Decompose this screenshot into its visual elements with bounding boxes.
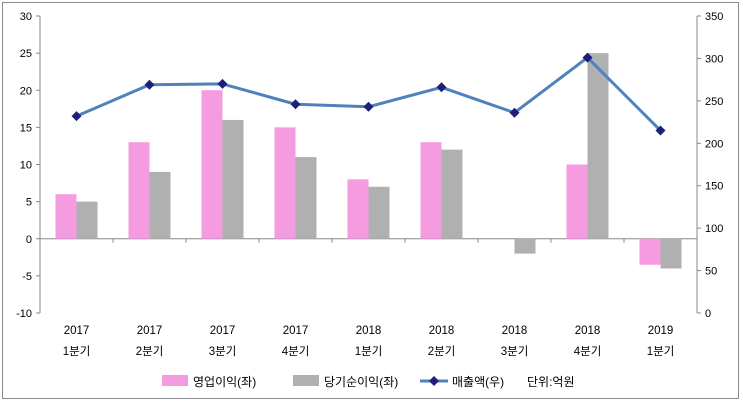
operating-profit-bar: [55, 194, 77, 239]
left-axis-tick-label: 25: [20, 48, 32, 60]
right-axis-tick-label: 300: [705, 53, 723, 65]
net-income-bar: [441, 149, 463, 239]
category-year-label: 2017: [137, 325, 163, 337]
legend-operating-profit-label: 영업이익(좌): [193, 375, 256, 389]
revenue-marker: [290, 99, 301, 110]
operating-profit-bar: [566, 164, 588, 239]
legend-revenue-label: 매출액(우): [452, 375, 504, 389]
operating-profit-bar: [420, 142, 442, 239]
revenue-marker: [363, 101, 374, 112]
right-axis-tick-label: 250: [705, 96, 723, 108]
category-year-label: 2017: [283, 325, 309, 337]
right-axis-tick-label: 200: [705, 138, 723, 150]
operating-profit-bar: [347, 179, 369, 239]
revenue-marker: [582, 52, 593, 63]
left-axis-tick-label: 10: [20, 160, 32, 172]
category-year-label: 2019: [648, 325, 674, 337]
category-year-label: 2017: [210, 325, 236, 337]
category-quarter-label: 2분기: [136, 345, 164, 358]
legend-net-income-swatch: [293, 375, 319, 386]
category-quarter-label: 3분기: [209, 345, 237, 358]
category-quarter-label: 1분기: [355, 345, 383, 358]
left-axis-tick-label: 15: [20, 122, 32, 134]
category-year-label: 2017: [64, 325, 90, 337]
revenue-marker: [655, 125, 666, 136]
legend-revenue-marker-swatch: [429, 376, 439, 386]
category-year-label: 2018: [429, 325, 455, 337]
left-axis-tick-label: -5: [22, 271, 32, 283]
net-income-bar: [76, 201, 98, 239]
tick-labels-group: -10-505101520253005010015020025030035020…: [16, 11, 723, 358]
right-axis-tick-label: 150: [705, 181, 723, 193]
left-axis-tick-label: -10: [16, 308, 32, 320]
operating-profit-bar: [639, 238, 661, 265]
net-income-bar: [295, 157, 317, 239]
category-quarter-label: 4분기: [574, 345, 602, 358]
right-axis-tick-label: 350: [705, 11, 723, 23]
legend-net-income-label: 당기순이익(좌): [324, 375, 398, 389]
revenue-marker: [509, 107, 520, 118]
bar-series-group: [55, 53, 682, 269]
right-axis-tick-label: 100: [705, 223, 723, 235]
category-quarter-label: 4분기: [282, 345, 310, 358]
category-quarter-label: 1분기: [647, 345, 675, 358]
category-quarter-label: 1분기: [63, 345, 91, 358]
net-income-bar: [149, 171, 171, 239]
right-axis-tick-label: 50: [705, 266, 717, 278]
revenue-marker: [71, 111, 82, 122]
operating-profit-bar: [274, 127, 296, 239]
category-year-label: 2018: [356, 325, 382, 337]
category-year-label: 2018: [575, 325, 601, 337]
net-income-bar: [514, 238, 536, 254]
left-axis-tick-label: 20: [20, 85, 32, 97]
left-axis-tick-label: 30: [20, 11, 32, 23]
legend-operating-profit-swatch: [162, 375, 188, 386]
net-income-bar: [660, 238, 682, 269]
net-income-bar: [368, 186, 390, 239]
revenue-line: [75, 56, 662, 132]
net-income-bar: [222, 119, 244, 239]
left-axis-tick-label: 0: [26, 234, 32, 246]
operating-profit-bar: [201, 90, 223, 239]
revenue-marker: [436, 82, 447, 93]
unit-note: 단위:억원: [527, 375, 575, 389]
revenue-marker: [144, 79, 155, 90]
legend: 영업이익(좌) 당기순이익(좌) 매출액(우) 단위:억원: [162, 375, 575, 389]
operating-profit-bar: [128, 142, 150, 239]
right-axis-tick-label: 0: [705, 308, 711, 320]
left-axis-tick-label: 5: [26, 197, 32, 209]
category-quarter-label: 3분기: [501, 345, 529, 358]
category-year-label: 2018: [502, 325, 528, 337]
category-quarter-label: 2분기: [428, 345, 456, 358]
revenue-marker: [217, 78, 228, 89]
line-series-group: [71, 52, 666, 136]
net-income-bar: [587, 53, 609, 239]
